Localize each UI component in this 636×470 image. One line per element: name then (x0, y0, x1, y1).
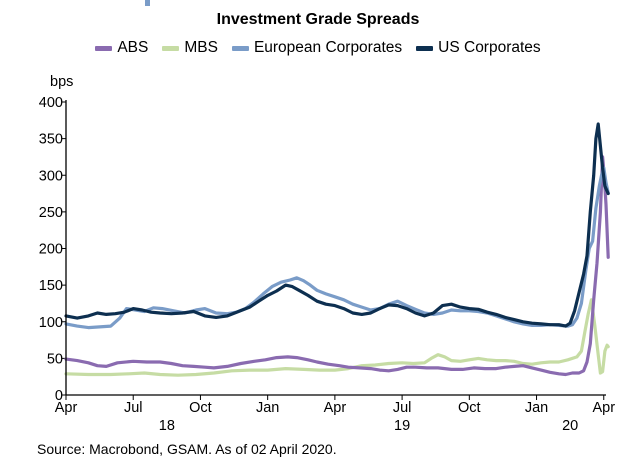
y-tick-label: 400 (39, 95, 63, 111)
legend-item-us-corporates: US Corporates (416, 39, 541, 57)
legend-swatch-abs (95, 45, 113, 51)
y-tick-label: 150 (39, 278, 63, 294)
legend-swatch-us-corporates (416, 45, 434, 51)
legend-label-european-corporates: European Corporates (253, 39, 403, 56)
legend-label-abs: ABS (117, 39, 149, 56)
y-tick-label: 200 (39, 242, 63, 258)
legend-label-us-corporates: US Corporates (438, 39, 541, 56)
series-line-mbs (64, 298, 610, 377)
x-tick-label: Apr (592, 400, 615, 416)
series-line-us-corporates (64, 122, 610, 328)
legend-swatch-european-corporates (231, 45, 249, 51)
y-axis-label: bps (50, 74, 73, 90)
legend-item-mbs: MBS (162, 39, 218, 57)
legend-item-european-corporates: European Corporates (231, 39, 403, 57)
legend-swatch-mbs (162, 45, 180, 51)
series-line-abs (64, 155, 610, 377)
source-note: Source: Macrobond, GSAM. As of 02 April … (37, 441, 337, 457)
x-tick-label: Apr (55, 400, 78, 416)
y-tick-label: 350 (39, 132, 63, 148)
x-tick-label: Oct (189, 400, 212, 416)
y-tick-label: 250 (39, 205, 63, 221)
chart-title: Investment Grade Spreads (216, 11, 420, 28)
x-tick-label: Jul (393, 400, 412, 416)
x-year-label: 20 (562, 418, 578, 434)
x-tick-label: Jul (124, 400, 143, 416)
x-tick-label: Jan (256, 400, 279, 416)
y-tick-label: 300 (39, 168, 63, 184)
series-line-european-corporates (64, 166, 610, 330)
header-accent-bar (145, 0, 150, 6)
x-year-label: 19 (394, 418, 410, 434)
legend-item-abs: ABS (95, 39, 148, 57)
y-tick-label: 100 (39, 315, 63, 331)
x-tick-label: Apr (324, 400, 347, 416)
chart-legend: ABS MBS European Corporates US Corporate… (0, 39, 636, 57)
x-tick-label: Oct (458, 400, 481, 416)
y-tick-label: 0 (55, 388, 63, 404)
x-year-label: 18 (159, 418, 175, 434)
y-tick-label: 50 (47, 351, 63, 367)
legend-label-mbs: MBS (184, 39, 218, 56)
x-tick-label: Jan (525, 400, 548, 416)
